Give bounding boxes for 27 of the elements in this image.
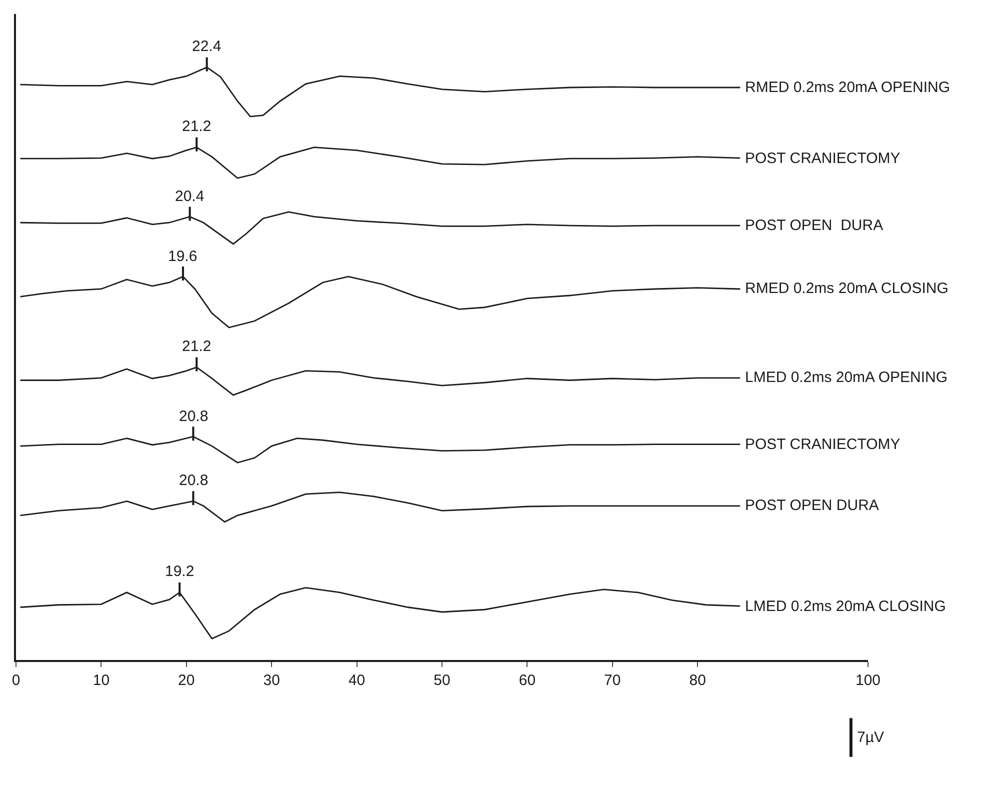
annotation: 21.2	[182, 338, 212, 355]
annotation: 19.6	[168, 248, 198, 265]
series-label: POST OPEN DURA	[745, 217, 884, 234]
annotation: 20.4	[175, 188, 204, 205]
annotation: 19.2	[165, 563, 194, 580]
x-tick-label: 0	[12, 672, 20, 689]
annotation: 22.4	[192, 38, 222, 55]
series-label: RMED 0.2ms 20mA CLOSING	[745, 280, 948, 297]
series-label: LMED 0.2ms 20mA OPENING	[745, 369, 948, 386]
annotation: 21.2	[182, 118, 212, 135]
x-tick-label: 40	[348, 672, 366, 689]
x-tick-label: 100	[855, 672, 881, 689]
x-tick-label: 20	[178, 672, 195, 689]
x-tick-label: 80	[689, 672, 706, 689]
x-tick-label: 30	[263, 672, 280, 689]
x-tick-label: 50	[434, 672, 450, 689]
series-label: POST OPEN DURA	[745, 497, 879, 514]
annotation: 20.8	[179, 408, 208, 425]
x-tick-label: 70	[604, 672, 621, 689]
annotation: 20.8	[179, 472, 208, 489]
series-label: LMED 0.2ms 20mA CLOSING	[745, 598, 946, 615]
x-tick-label: 60	[518, 672, 536, 689]
series-label: POST CRANIECTOMY	[745, 436, 900, 453]
series-label: RMED 0.2ms 20mA OPENING	[745, 79, 950, 96]
x-tick-label: 10	[92, 672, 110, 689]
series-label: POST CRANIECTOMY	[745, 150, 900, 167]
text: 7µV	[857, 729, 884, 746]
